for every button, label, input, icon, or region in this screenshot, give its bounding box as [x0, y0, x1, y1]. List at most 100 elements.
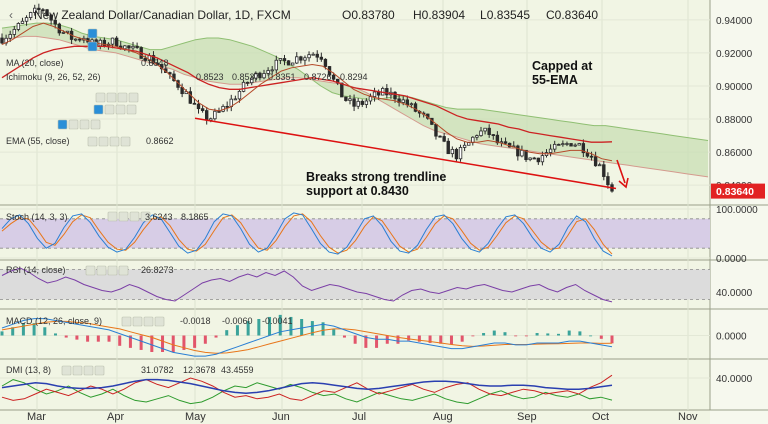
more-options-icon[interactable] [118, 265, 129, 276]
candle [606, 172, 610, 189]
candle-body [495, 134, 500, 144]
macd-label[interactable]: MACD (12, 26, close, 9) [6, 316, 102, 326]
candle-body [254, 72, 258, 79]
candle-body [385, 88, 389, 96]
candle [413, 101, 418, 113]
legend-ema[interactable]: EMA (55, close) 0.8662 [6, 136, 174, 146]
dmi-minus-line [1, 374, 613, 401]
macd-histogram-bar [610, 335, 614, 344]
macd-histogram-bar [599, 335, 603, 339]
settings-icon[interactable] [107, 211, 118, 222]
macd-histogram-bar [96, 335, 100, 342]
candle-body [552, 143, 557, 150]
candle-body [356, 100, 360, 107]
more-options-icon[interactable] [126, 104, 137, 115]
close-label: C [546, 8, 555, 22]
settings-icon[interactable] [85, 265, 96, 276]
macd-value-signal: -0.0041 [262, 316, 293, 326]
annotation-capped-line1: Capped at [532, 59, 593, 73]
settings-icon[interactable] [117, 92, 128, 103]
candle [548, 144, 553, 157]
settings-icon[interactable] [132, 316, 143, 327]
visibility-eye-icon[interactable] [87, 41, 98, 52]
candle [438, 135, 442, 138]
legend-ma-label: MA (20, close) [6, 58, 64, 68]
candle [73, 38, 78, 42]
settings-icon[interactable] [121, 316, 132, 327]
candle-body [123, 45, 127, 50]
candle-body [344, 96, 348, 101]
settings-icon[interactable] [106, 92, 117, 103]
settings-icon[interactable] [83, 365, 94, 376]
candle [225, 101, 229, 112]
visibility-eye-icon[interactable] [87, 28, 98, 39]
more-options-icon[interactable] [128, 92, 139, 103]
rsi-label[interactable]: RSI (14, close) [6, 265, 66, 275]
visibility-eye-icon[interactable] [93, 104, 104, 115]
more-options-icon[interactable] [94, 365, 105, 376]
macd-histogram-bar [193, 335, 197, 348]
candle-body [196, 103, 201, 110]
settings-icon[interactable] [143, 316, 154, 327]
candle-body [245, 81, 250, 84]
macd-histogram-bar [556, 333, 560, 336]
candle-body [237, 90, 242, 100]
candle-body [479, 130, 483, 137]
legend-ma[interactable]: MA (20, close) 0.8548 [6, 58, 169, 68]
more-options-icon[interactable] [90, 119, 101, 130]
settings-icon[interactable] [107, 265, 118, 276]
candle [274, 55, 278, 74]
candle [135, 42, 139, 49]
candle-body [434, 123, 438, 137]
settings-icon[interactable] [87, 136, 98, 147]
settings-icon[interactable] [68, 119, 79, 130]
settings-icon[interactable] [115, 104, 126, 115]
candle [266, 67, 270, 76]
candle-body [262, 73, 266, 79]
candle-body [73, 38, 78, 41]
settings-icon[interactable] [79, 119, 90, 130]
settings-icon[interactable] [104, 104, 115, 115]
collapse-chevron-icon[interactable]: ‹ [9, 8, 13, 22]
candle-body [41, 9, 45, 12]
settings-icon[interactable] [129, 211, 140, 222]
macd-histogram-bar [289, 316, 293, 336]
settings-icon[interactable] [118, 211, 129, 222]
macd-histogram-bar [482, 333, 486, 336]
settings-icon[interactable] [109, 136, 120, 147]
candle-body [0, 37, 4, 44]
more-options-icon[interactable] [154, 316, 165, 327]
candle-body [143, 58, 147, 61]
settings-icon[interactable] [95, 92, 106, 103]
settings-icon[interactable] [72, 365, 83, 376]
dmi-value-minus: 43.4559 [221, 365, 254, 375]
candle-body [364, 100, 369, 105]
settings-icon[interactable] [98, 136, 109, 147]
stoch-label[interactable]: Stoch (14, 3, 3) [6, 212, 68, 222]
macd-histogram-bar [310, 321, 314, 336]
candle-body [250, 77, 254, 84]
candle-body [127, 45, 131, 49]
settings-icon[interactable] [61, 365, 72, 376]
macd-histogram-bar [449, 335, 453, 345]
macd-histogram-bar [471, 335, 475, 337]
macd-histogram-bar [407, 335, 411, 341]
candle [270, 66, 274, 75]
candle-body [438, 135, 442, 138]
macd-histogram-bar [589, 335, 593, 337]
visibility-eye-icon[interactable] [57, 119, 68, 130]
candle-body [315, 53, 319, 58]
settings-icon[interactable] [96, 265, 107, 276]
stoch-value-d: 8.1865 [181, 212, 209, 222]
dmi-label[interactable]: DMI (13, 8) [6, 365, 51, 375]
more-options-icon[interactable] [120, 136, 131, 147]
more-options-icon[interactable] [140, 211, 151, 222]
candle [364, 98, 369, 109]
candle [454, 147, 459, 163]
legend-ichimoku[interactable]: Ichimoku (9, 26, 52, 26) 0.8523 0.8537 0… [6, 72, 368, 82]
candle-body [151, 55, 156, 64]
candle-body [524, 149, 528, 161]
candle [45, 8, 49, 17]
month-label-Aug: Aug [433, 411, 453, 423]
